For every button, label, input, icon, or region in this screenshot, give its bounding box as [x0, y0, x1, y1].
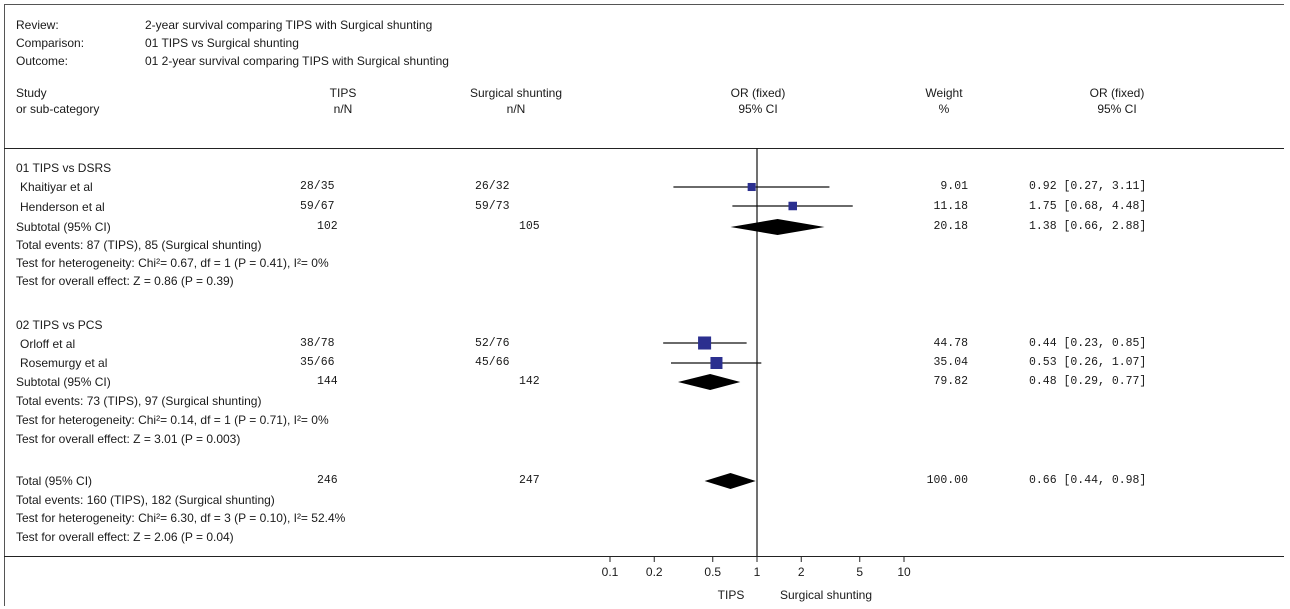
pooled-diamond — [704, 473, 756, 489]
pooled-diamond — [730, 219, 825, 235]
study-surgical: 26/32 — [475, 180, 510, 193]
subtotal-label: Subtotal (95% CI) — [16, 220, 111, 234]
total-surgical: 247 — [519, 474, 540, 487]
col-plot-sub: 95% CI — [738, 102, 778, 116]
total-weight: 100.00 — [926, 474, 968, 487]
study-surgical: 45/66 — [475, 356, 510, 369]
col-surgical: Surgical shunting — [469, 86, 563, 100]
total-events: Total events: 73 (TIPS), 97 (Surgical sh… — [16, 394, 262, 408]
outcome-label: Outcome: — [16, 54, 69, 68]
subtotal-tips: 144 — [317, 375, 338, 388]
study-weight: 44.78 — [933, 337, 968, 350]
axis-tick-label: 2 — [798, 565, 805, 579]
subtotal-weight: 79.82 — [933, 375, 968, 388]
total-events: Total events: 160 (TIPS), 182 (Surgical … — [16, 493, 275, 507]
study-name: Rosemurgy et al — [20, 356, 108, 370]
col-study: Study — [16, 86, 47, 100]
study-or: 0.44 [0.23, 0.85] — [1029, 337, 1147, 350]
comparison-value: 01 TIPS vs Surgical shunting — [145, 36, 299, 50]
study-tips: 35/66 — [300, 356, 335, 369]
study-name: Orloff et al — [20, 337, 76, 351]
pooled-diamond — [677, 374, 741, 390]
col-or: OR (fixed) — [1089, 86, 1145, 100]
study-surgical: 59/73 — [475, 200, 510, 213]
study-or: 1.75 [0.68, 4.48] — [1029, 200, 1147, 213]
study-marker — [788, 201, 797, 211]
overall-effect-test: Test for overall effect: Z = 3.01 (P = 0… — [16, 432, 241, 446]
subtotal-or: 0.48 [0.29, 0.77] — [1029, 375, 1147, 388]
subtotal-surgical: 105 — [519, 220, 540, 233]
header-divider — [4, 148, 1284, 149]
axis-tick-label: 10 — [897, 565, 911, 579]
col-or-sub: 95% CI — [1097, 102, 1137, 116]
study-marker — [747, 182, 756, 192]
overall-effect-test: Test for overall effect: Z = 0.86 (P = 0… — [16, 274, 234, 288]
group-title: 01 TIPS vs DSRS — [16, 161, 112, 175]
subtotal-surgical: 142 — [519, 375, 540, 388]
total-events: Total events: 87 (TIPS), 85 (Surgical sh… — [16, 238, 262, 252]
col-study-sub: or sub-category — [16, 102, 100, 116]
figure-frame — [4, 4, 1284, 606]
study-or: 0.92 [0.27, 3.11] — [1029, 180, 1147, 193]
study-tips: 28/35 — [300, 180, 335, 193]
review-label: Review: — [16, 18, 59, 32]
heterogeneity-test: Test for heterogeneity: Chi²= 0.67, df =… — [16, 256, 329, 270]
review-value: 2-year survival comparing TIPS with Surg… — [145, 18, 433, 32]
axis-tick-label: 1 — [754, 565, 761, 579]
col-tips: TIPS — [329, 86, 357, 100]
comparison-label: Comparison: — [16, 36, 85, 50]
col-surgical-sub: n/N — [506, 102, 526, 116]
outcome-value: 01 2-year survival comparing TIPS with S… — [145, 54, 449, 68]
study-weight: 9.01 — [940, 180, 968, 193]
subtotal-tips: 102 — [317, 220, 338, 233]
axis-tick-label: 0.1 — [602, 565, 619, 579]
study-or: 0.53 [0.26, 1.07] — [1029, 356, 1147, 369]
favours-right-label: Surgical shunting — [779, 588, 873, 602]
total-label: Total (95% CI) — [16, 474, 93, 488]
study-tips: 38/78 — [300, 337, 335, 350]
overall-effect-test: Test for overall effect: Z = 2.06 (P = 0… — [16, 530, 234, 544]
heterogeneity-test: Test for heterogeneity: Chi²= 6.30, df =… — [16, 511, 346, 525]
study-marker — [710, 357, 723, 369]
subtotal-weight: 20.18 — [933, 220, 968, 233]
study-weight: 35.04 — [933, 356, 968, 369]
group-title: 02 TIPS vs PCS — [16, 318, 103, 332]
study-marker — [698, 336, 712, 350]
subtotal-label: Subtotal (95% CI) — [16, 375, 111, 389]
col-weight-sub: % — [938, 102, 950, 116]
study-weight: 11.18 — [933, 200, 968, 213]
col-tips-sub: n/N — [333, 102, 353, 116]
footer-divider — [4, 556, 1284, 557]
study-name: Khaitiyar et al — [20, 180, 93, 194]
heterogeneity-test: Test for heterogeneity: Chi²= 0.14, df =… — [16, 413, 329, 427]
axis-tick-label: 0.5 — [704, 565, 721, 579]
favours-left-label: TIPS — [717, 588, 745, 602]
study-surgical: 52/76 — [475, 337, 510, 350]
total-or: 0.66 [0.44, 0.98] — [1029, 474, 1147, 487]
axis-tick-label: 0.2 — [646, 565, 663, 579]
col-weight: Weight — [925, 86, 963, 100]
col-plot: OR (fixed) — [730, 86, 786, 100]
study-tips: 59/67 — [300, 200, 335, 213]
axis-tick-label: 5 — [856, 565, 863, 579]
subtotal-or: 1.38 [0.66, 2.88] — [1029, 220, 1147, 233]
total-tips: 246 — [317, 474, 338, 487]
study-name: Henderson et al — [20, 200, 105, 214]
